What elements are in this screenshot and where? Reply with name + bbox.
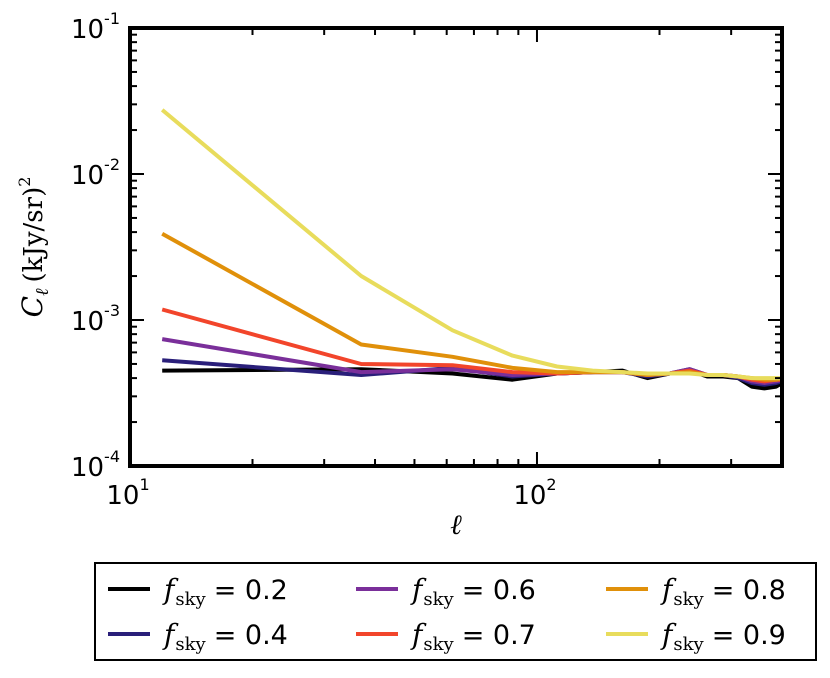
tick-labels-layer: 101 102 10-1 10-2 10-3 10-4 bbox=[71, 9, 557, 511]
y-tick-label: 10-2 bbox=[71, 155, 120, 191]
y-axis-label: Cℓ(kJy/sr)2 bbox=[15, 177, 53, 318]
series-layer bbox=[160, 108, 784, 391]
series-line-5 bbox=[160, 108, 782, 381]
y-tick-label: 10-4 bbox=[71, 447, 120, 483]
legend-box bbox=[94, 562, 817, 661]
ticks-layer bbox=[129, 28, 783, 467]
plot-frame bbox=[128, 26, 784, 468]
y-tick-label: 10-1 bbox=[71, 9, 120, 45]
x-axis-label: ℓ bbox=[450, 508, 462, 541]
legend-label-0: fsky = 0.2 bbox=[162, 573, 288, 610]
x-tick-label: 102 bbox=[513, 475, 556, 511]
y-tick-label: 10-3 bbox=[71, 301, 120, 337]
series-line-4 bbox=[161, 231, 783, 382]
x-tick-label: 101 bbox=[106, 475, 149, 511]
legend-label-2: fsky = 0.6 bbox=[410, 573, 536, 610]
